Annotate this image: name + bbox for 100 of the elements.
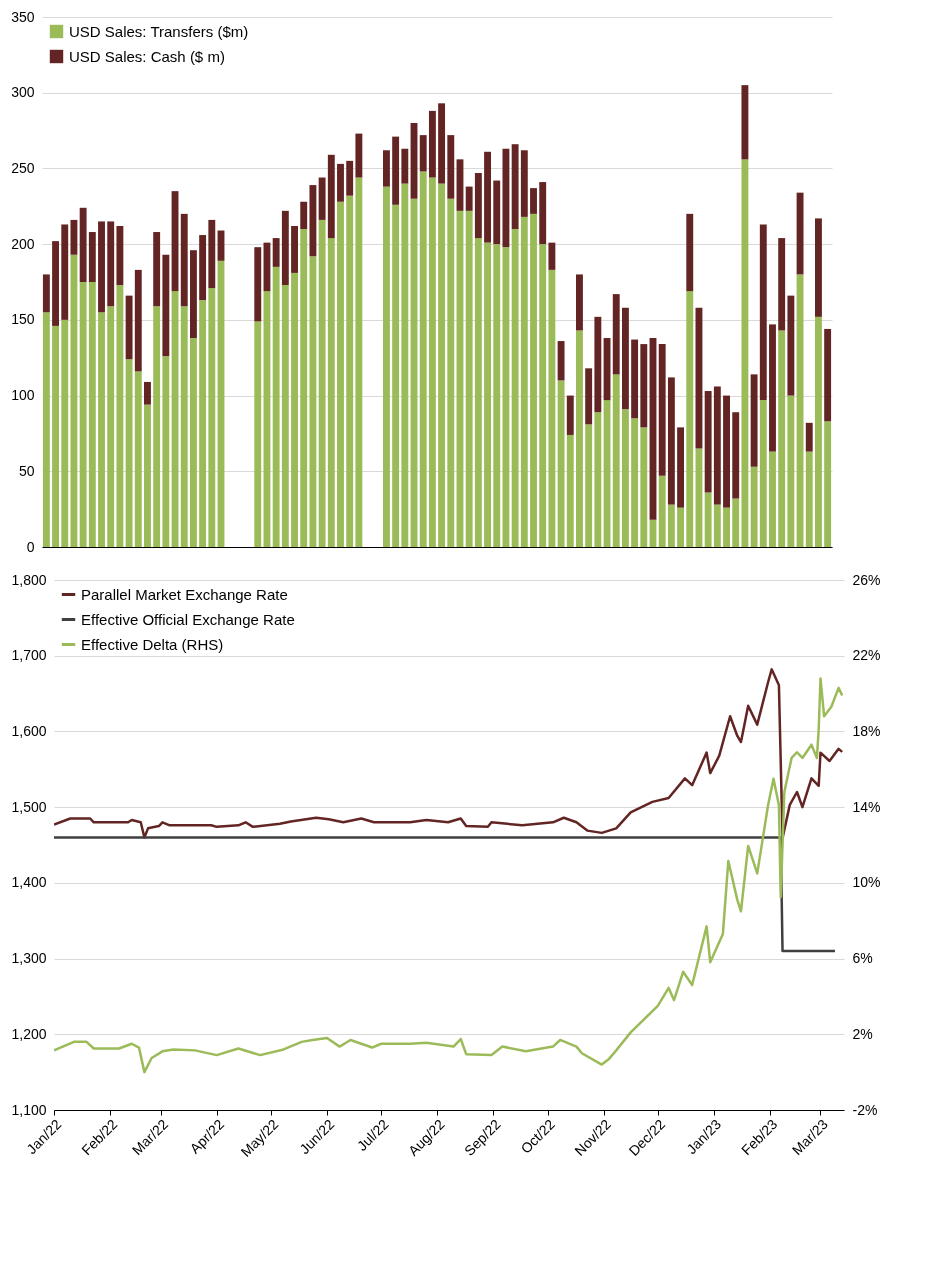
bar: [116, 225, 124, 286]
bar: [383, 186, 390, 547]
bar: [557, 380, 565, 547]
bar: [309, 185, 317, 257]
bar: [70, 219, 78, 255]
bar: [704, 391, 712, 493]
bar: [732, 498, 740, 547]
bar: [79, 282, 87, 547]
bar: [79, 207, 87, 282]
legend-label: Parallel Market Exchange Rate: [81, 585, 288, 603]
bar: [107, 306, 115, 547]
bar: [281, 210, 289, 286]
bar: [796, 192, 804, 275]
bar: [52, 241, 59, 326]
bar: [778, 330, 786, 547]
bar: [566, 395, 574, 435]
y-tick-label: 300: [11, 84, 35, 101]
bar: [153, 306, 161, 547]
bar: [309, 256, 317, 547]
bar: [401, 183, 409, 547]
bar: [428, 110, 436, 178]
bar: [42, 274, 50, 313]
bar: [318, 219, 326, 547]
bar: [392, 204, 400, 547]
bar: [98, 221, 105, 313]
bar: [162, 254, 170, 357]
bar: [759, 400, 767, 547]
bar: [576, 274, 583, 331]
bar: [539, 244, 547, 547]
bar: [796, 274, 804, 547]
bar: [474, 238, 482, 547]
bar: [594, 316, 602, 413]
bar: [548, 242, 556, 270]
bar: [42, 312, 50, 547]
y-tick-label: 1,400: [11, 874, 47, 891]
y-tick-label: 200: [11, 235, 35, 252]
bar: [557, 341, 565, 381]
bar: [511, 229, 519, 547]
bar: [713, 386, 721, 505]
bar: [594, 412, 602, 547]
bar: [180, 306, 188, 547]
bar: [759, 224, 767, 401]
bar: [125, 359, 133, 547]
y2-tick-label: 26%: [852, 571, 881, 588]
bar: [750, 466, 758, 547]
bar: [585, 424, 593, 547]
bar: [530, 213, 537, 547]
bar: [520, 216, 528, 547]
y-tick-label: 350: [11, 8, 35, 25]
y2-tick-label: 6%: [852, 950, 873, 967]
bar: [750, 374, 758, 467]
bar: [447, 198, 455, 547]
bar: [107, 221, 115, 307]
bar: [291, 272, 298, 547]
bar: [677, 507, 685, 547]
bar: [805, 422, 813, 452]
bar: [254, 247, 262, 322]
y-tick-label: 50: [18, 462, 35, 479]
bar: [162, 356, 170, 547]
bar: [61, 319, 69, 547]
bar: [484, 151, 491, 243]
y-tick-label: 1,300: [11, 950, 47, 967]
bar: [291, 225, 298, 273]
bar: [815, 218, 822, 317]
bar: [493, 180, 501, 245]
bar: [355, 133, 363, 178]
bar: [511, 144, 519, 229]
bar: [116, 285, 124, 547]
bar: [704, 492, 712, 547]
bar: [769, 451, 776, 547]
bar: [732, 412, 740, 499]
bar: [447, 135, 455, 199]
bar: [824, 328, 832, 422]
bar: [327, 238, 335, 547]
bar: [686, 213, 694, 292]
bar: [189, 250, 197, 339]
y-tick-label: 150: [11, 311, 35, 328]
bar: [281, 285, 289, 547]
bar: [70, 254, 78, 547]
bar: [134, 269, 142, 372]
y-tick-label: 0: [26, 538, 35, 555]
bar: [419, 135, 427, 172]
bar: [474, 172, 482, 239]
bar: [208, 219, 216, 289]
legend-label: USD Sales: Cash ($ m): [69, 47, 225, 65]
y-tick-label: 100: [11, 387, 35, 404]
y2-tick-label: 18%: [852, 722, 881, 739]
bar: [438, 103, 446, 184]
bar: [327, 154, 335, 239]
bar: [778, 238, 786, 331]
bar: [741, 85, 749, 160]
y2-tick-label: -2%: [852, 1101, 878, 1118]
bar: [153, 232, 161, 307]
bar: [52, 325, 59, 547]
bar: [640, 344, 648, 428]
bar: [612, 294, 620, 375]
bar: [428, 177, 436, 547]
bar: [199, 300, 207, 547]
bar: [612, 374, 620, 547]
bar: [677, 427, 685, 508]
